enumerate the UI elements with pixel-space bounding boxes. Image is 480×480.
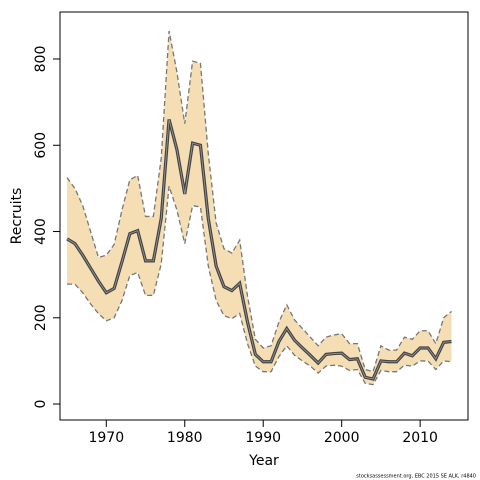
y-tick-label: 0 (33, 400, 49, 409)
confidence-band (67, 30, 452, 385)
lower-bound (67, 186, 452, 386)
x-tick-label: 2010 (402, 430, 438, 446)
x-tick-label: 2000 (324, 430, 360, 446)
x-tick-label: 1990 (245, 430, 281, 446)
y-tick-label: 200 (33, 304, 49, 331)
x-axis-label: Year (248, 453, 279, 469)
upper-bound (66, 30, 452, 373)
estimate-line-core (66, 119, 452, 380)
y-axis-label: Recruits (9, 188, 25, 245)
y-tick-label: 800 (33, 46, 49, 73)
footnote: stocksassessment.org, EBC 2015 SE ALK, r… (356, 474, 476, 480)
y-tick-label: 400 (33, 218, 49, 245)
x-tick-label: 1970 (88, 430, 124, 446)
estimate-line (66, 118, 452, 381)
y-tick-label: 600 (33, 132, 49, 159)
x-tick-label: 1980 (167, 430, 203, 446)
plot-frame (59, 11, 469, 421)
